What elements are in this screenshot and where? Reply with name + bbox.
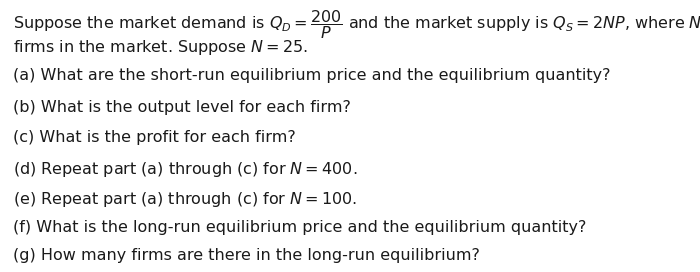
Text: firms in the market. Suppose $N = 25$.: firms in the market. Suppose $N = 25$. bbox=[13, 38, 308, 57]
Text: (a) What are the short-run equilibrium price and the equilibrium quantity?: (a) What are the short-run equilibrium p… bbox=[13, 68, 610, 83]
Text: (e) Repeat part (a) through (c) for $N = 100$.: (e) Repeat part (a) through (c) for $N =… bbox=[13, 190, 357, 209]
Text: (d) Repeat part (a) through (c) for $N = 400$.: (d) Repeat part (a) through (c) for $N =… bbox=[13, 160, 357, 179]
Text: Suppose the market demand is $Q_D = \dfrac{200}{P}$ and the market supply is $Q_: Suppose the market demand is $Q_D = \dfr… bbox=[13, 8, 700, 41]
Text: (c) What is the profit for each firm?: (c) What is the profit for each firm? bbox=[13, 130, 295, 145]
Text: (f) What is the long-run equilibrium price and the equilibrium quantity?: (f) What is the long-run equilibrium pri… bbox=[13, 220, 586, 235]
Text: (b) What is the output level for each firm?: (b) What is the output level for each fi… bbox=[13, 100, 351, 115]
Text: (g) How many firms are there in the long-run equilibrium?: (g) How many firms are there in the long… bbox=[13, 248, 480, 263]
